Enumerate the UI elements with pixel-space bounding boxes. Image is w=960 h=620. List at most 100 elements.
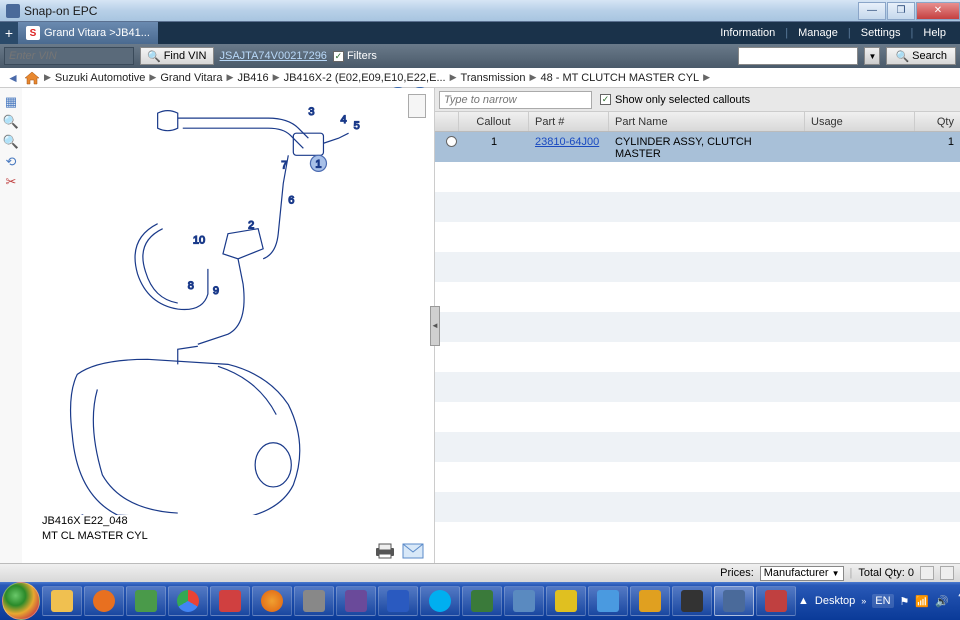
grid-header: Callout Part # Part Name Usage Qty [435,112,960,132]
task-skype[interactable] [420,586,460,616]
home-icon[interactable] [24,71,40,85]
windows-taskbar: ▲ Desktop » EN ⚑ 📶 🔊 4:46 PM [0,582,960,620]
task-app[interactable] [462,586,502,616]
status-bar: Prices: Manufacturer▼ | Total Qty: 0 [0,563,960,582]
vin-link[interactable]: JSAJTA74V00217296 [220,50,327,62]
col-qty[interactable]: Qty [915,112,960,131]
part-number-link[interactable]: 23810-64J00 [535,136,599,148]
task-snapon[interactable] [714,586,754,616]
col-name[interactable]: Part Name [609,112,805,131]
tray-expand-icon[interactable]: ▲ [798,595,809,607]
search-dropdown[interactable] [738,47,858,65]
find-vin-button[interactable]: 🔍 Find VIN [140,47,214,65]
vin-input[interactable] [4,47,134,65]
parts-pane: ✓ Show only selected callouts Callout Pa… [435,88,960,563]
status-icon-1[interactable] [920,566,934,580]
desktop-label[interactable]: Desktop [815,595,855,607]
breadcrumb-back-button[interactable]: ◄ [4,70,22,86]
grid-row-empty [435,462,960,492]
task-chrome[interactable] [168,586,208,616]
grid-row-empty [435,492,960,522]
grid-row-empty [435,312,960,342]
pane-splitter[interactable]: ◄ [430,306,440,346]
col-callout[interactable]: Callout [459,112,529,131]
active-tab[interactable]: S Grand Vitara >JB41... [18,22,158,44]
nav-help[interactable]: Help [915,27,954,39]
grid-row-selected[interactable]: 1 23810-64J00 CYLINDER ASSY, CLUTCH MAST… [435,132,960,162]
grid-row-empty [435,162,960,192]
breadcrumb-item[interactable]: Suzuki Automotive [55,72,146,84]
nav-manage[interactable]: Manage [790,27,846,39]
row-radio[interactable] [446,136,457,147]
grid-row-empty [435,192,960,222]
search-button[interactable]: 🔍 Search [886,47,956,65]
cut-tool-icon[interactable]: ✂ [3,174,19,190]
search-icon: 🔍 [895,50,909,63]
task-word[interactable] [378,586,418,616]
grid-tool-icon[interactable]: ▦ [3,94,19,110]
col-usage[interactable]: Usage [805,112,915,131]
narrow-input[interactable] [439,91,592,109]
figure-label: JB416X E22_048 MT CL MASTER CYL [42,514,148,543]
zoom-in-icon[interactable]: 🔍 [3,114,19,130]
breadcrumb-item[interactable]: Transmission [461,72,526,84]
prices-label: Prices: [720,567,754,579]
col-part[interactable]: Part # [529,112,609,131]
grid-row-empty [435,522,960,552]
task-firefox[interactable] [252,586,292,616]
zoom-out-icon[interactable]: 🔍 [3,134,19,150]
tray-icon[interactable]: ⚑ [900,595,910,608]
svg-text:10: 10 [193,235,205,247]
toolbar: 🔍 Find VIN JSAJTA74V00217296 ✓ Filters ▼… [0,44,960,68]
diagram-pane: ◄ ► ▦ 🔍 🔍 ⟲ ✂ 1 [0,88,435,563]
prices-dropdown[interactable]: Manufacturer▼ [760,566,844,581]
grid-row-empty [435,342,960,372]
filter-bar: ✓ Show only selected callouts [435,88,960,112]
task-app[interactable] [294,586,334,616]
diagram-canvas[interactable]: 1 3 4 5 7 6 2 10 8 [22,88,434,563]
grid-body: 1 23810-64J00 CYLINDER ASSY, CLUTCH MAST… [435,132,960,563]
new-tab-button[interactable]: + [0,22,18,44]
reset-zoom-icon[interactable]: ⟲ [3,154,19,170]
task-wmp[interactable] [84,586,124,616]
email-icon[interactable] [402,543,424,559]
network-icon[interactable]: 📶 [915,595,929,608]
task-app[interactable] [672,586,712,616]
task-app[interactable] [210,586,250,616]
grid-row-empty [435,222,960,252]
filters-toggle[interactable]: ✓ Filters [333,50,377,62]
close-button[interactable]: ✕ [916,2,960,20]
task-app[interactable] [504,586,544,616]
show-selected-checkbox[interactable]: ✓ Show only selected callouts [600,94,750,106]
breadcrumb-item[interactable]: JB416X-2 (E02,E09,E10,E22,E... [284,72,446,84]
breadcrumb-item[interactable]: 48 - MT CLUTCH MASTER CYL [540,72,699,84]
print-icon[interactable] [374,543,396,559]
task-app[interactable] [588,586,628,616]
task-app[interactable] [126,586,166,616]
language-indicator[interactable]: EN [872,594,893,608]
task-app[interactable] [336,586,376,616]
grid-row-empty [435,432,960,462]
status-icon-2[interactable] [940,566,954,580]
clock[interactable]: 4:46 PM [955,589,960,613]
task-app[interactable] [630,586,670,616]
start-button[interactable] [2,582,40,620]
dropdown-arrow-button[interactable]: ▼ [864,47,880,65]
volume-icon[interactable]: 🔊 [935,595,949,608]
svg-text:3: 3 [308,106,314,118]
nav-settings[interactable]: Settings [853,27,909,39]
task-explorer[interactable] [42,586,82,616]
task-app[interactable] [546,586,586,616]
svg-text:4: 4 [341,114,347,126]
checkbox-icon: ✓ [333,51,344,62]
maximize-button[interactable]: ❐ [887,2,915,20]
grid-row-empty [435,402,960,432]
nav-information[interactable]: Information [712,27,783,39]
window-titlebar: Snap-on EPC — ❐ ✕ [0,0,960,22]
cell-qty: 1 [915,136,960,148]
breadcrumb-item[interactable]: JB416 [237,72,268,84]
minimize-button[interactable]: — [858,2,886,20]
system-tray: ▲ Desktop » EN ⚑ 📶 🔊 4:46 PM [798,584,960,618]
breadcrumb-item[interactable]: Grand Vitara [160,72,222,84]
task-app[interactable] [756,586,796,616]
